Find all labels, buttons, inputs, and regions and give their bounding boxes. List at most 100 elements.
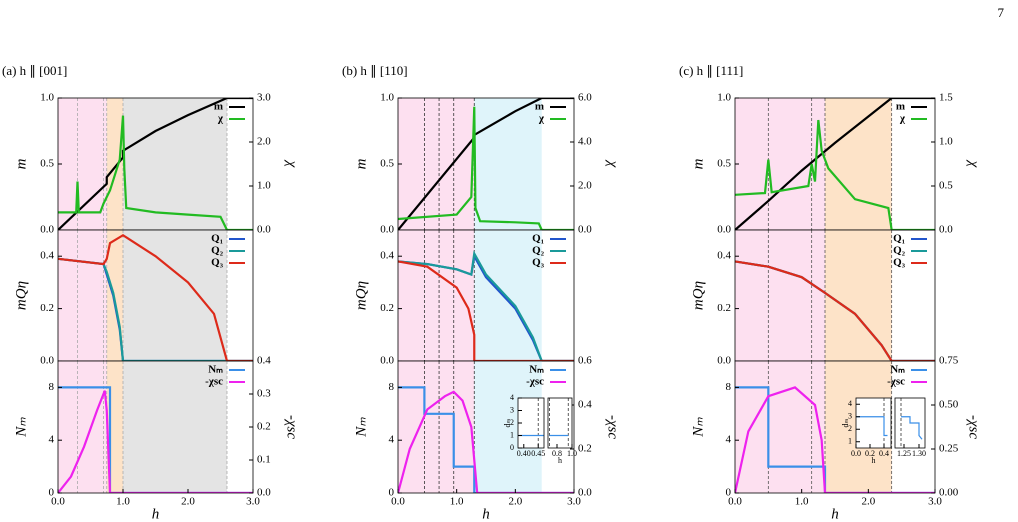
y-tick-label: 0.2	[40, 302, 54, 314]
y-tick-label: 2	[848, 424, 852, 433]
y2-tick-label: 0.25	[939, 443, 959, 455]
x-tick-label: 0.0	[728, 496, 742, 508]
region	[58, 361, 107, 493]
plot-area	[548, 398, 572, 448]
x-tick-label: 0.0	[51, 496, 65, 508]
y-tick-label: 0	[49, 487, 55, 499]
y2-tick-label: 1.0	[257, 180, 271, 192]
y-tick-label: 2	[510, 418, 514, 427]
y2-axis-label: χ	[605, 159, 621, 168]
x-axis-label: h	[558, 456, 562, 465]
region	[398, 98, 475, 230]
x-tick-label: 0.0	[391, 496, 405, 508]
legend-label: Q₃	[211, 257, 224, 269]
y-tick-label: 0.2	[717, 302, 731, 314]
legend-label: -χsc	[205, 376, 223, 388]
series-line	[735, 386, 935, 493]
y-tick-label: 3	[848, 412, 852, 421]
y2-tick-label: 6.0	[578, 92, 592, 104]
y2-tick-label: 0.0	[939, 224, 953, 236]
y2-tick-label: 2.0	[257, 136, 271, 148]
region	[474, 98, 542, 230]
inset-background	[856, 398, 891, 448]
x-tick-label: 3.0	[928, 496, 942, 508]
y-tick-label: 0.5	[40, 158, 54, 170]
y2-axis-label: χ	[284, 159, 300, 168]
y-axis-label: dₘ	[503, 418, 512, 427]
y-tick-label: 0.0	[380, 224, 394, 236]
y-tick-label: 1.0	[380, 92, 394, 104]
legend-label: Nₘ	[529, 364, 544, 376]
series-line	[856, 416, 888, 437]
x-tick-label: 1.0	[116, 496, 130, 508]
panel: 0.8 1.0 h	[547, 397, 577, 465]
panel: 0.00.51.00.01.02.03.0m χ(a) h ∥ [001]mχ	[2, 63, 300, 236]
y-tick-label: 0.4	[717, 250, 731, 262]
region	[106, 98, 123, 230]
y-tick-label: 0.0	[717, 224, 731, 236]
y-tick-label: 1.0	[40, 92, 54, 104]
x-axis-label: h	[152, 506, 160, 522]
legend-label: Q₁	[532, 233, 544, 245]
frame	[734, 360, 936, 494]
series-line	[398, 260, 574, 361]
y-tick-label: 0.5	[717, 158, 731, 170]
plot-area	[398, 361, 574, 493]
series-line	[58, 390, 253, 493]
x-tick-label: 3.0	[567, 496, 581, 508]
x-tick-label: 0.45	[531, 449, 545, 458]
y2-tick-label: 0.0	[257, 487, 271, 499]
y-tick-label: 8	[726, 381, 732, 393]
y-axis-label: mQη	[353, 281, 369, 310]
region	[735, 230, 825, 361]
panel: 0 1 2 3 4 0.40 0.45 dₘ	[503, 393, 545, 458]
frame	[397, 360, 575, 494]
y-tick-label: 1	[510, 430, 514, 439]
legend-label: χ	[538, 113, 545, 125]
y2-tick-label: 0.00	[939, 487, 959, 499]
y-tick-label: 4	[726, 434, 732, 446]
y-tick-label: 0.4	[380, 250, 394, 262]
y-tick-label: 0	[510, 443, 514, 452]
legend-label: Q₂	[211, 245, 224, 257]
panel: 0.00.51.00.00.51.01.5m χ(c) h ∥ [111]mχ	[679, 63, 982, 236]
legend-label: Q₁	[893, 233, 905, 245]
y-tick-label: 4	[848, 399, 852, 408]
x-axis-label: h	[872, 456, 876, 465]
y2-tick-label: 0.2	[257, 421, 271, 433]
y2-tick-label: 1.5	[939, 92, 953, 104]
y2-axis-label: -χsc	[605, 415, 621, 439]
y-tick-label: 8	[389, 381, 395, 393]
legend-label: χ	[217, 113, 224, 125]
y-tick-label: 0.0	[40, 224, 54, 236]
y-tick-label: 0.0	[40, 355, 54, 367]
y2-tick-label: 0.5	[939, 180, 953, 192]
region	[398, 230, 475, 361]
x-tick-label: 0.40	[517, 449, 531, 458]
legend-label: Q₂	[893, 245, 906, 257]
y2-tick-label: 1.0	[939, 136, 953, 148]
series-line	[735, 386, 935, 493]
inset-background	[518, 398, 544, 448]
x-tick-label: 2.0	[508, 496, 522, 508]
legend-label: Nₘ	[208, 364, 223, 376]
legend-label: Q₃	[532, 257, 545, 269]
y-tick-label: 4	[510, 393, 514, 402]
y-axis-label: mQη	[690, 281, 706, 310]
y2-tick-label: 0.1	[257, 454, 271, 466]
y2-tick-label: 0.6	[578, 355, 592, 367]
y2-axis-label: -χsc	[284, 415, 300, 439]
y-tick-label: 0	[726, 487, 732, 499]
x-tick-label: 1.30	[912, 449, 926, 458]
panel: 1 2 3 4 0.0 0.2 0.4 dₘ h	[841, 397, 892, 465]
plot-area	[518, 398, 544, 448]
series-line	[901, 416, 923, 440]
panel: 1.25 1.30	[894, 397, 926, 458]
y2-tick-label: 2.0	[578, 180, 592, 192]
y-tick-label: 0.0	[717, 355, 731, 367]
